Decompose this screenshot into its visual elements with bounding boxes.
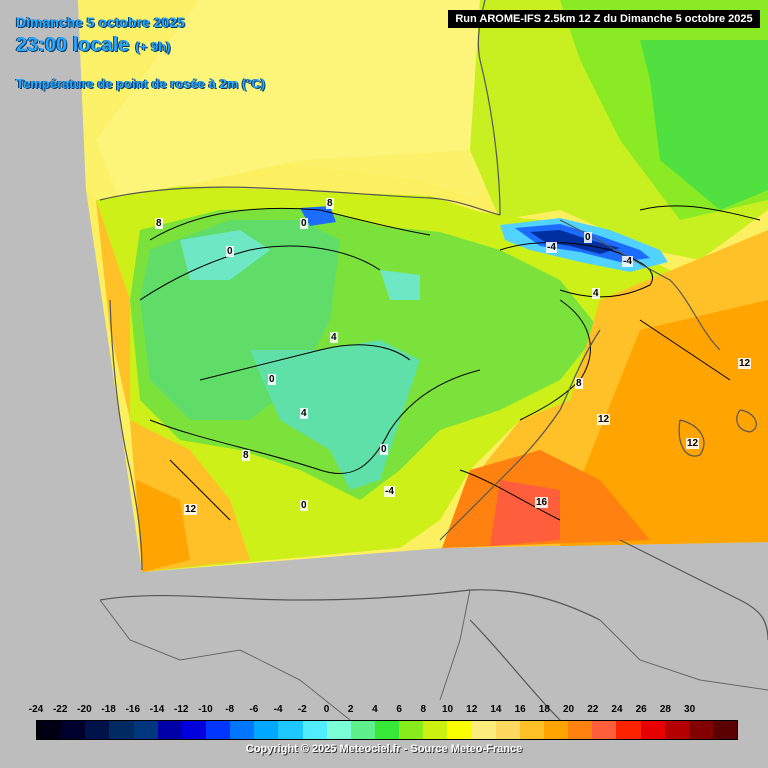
legend-tick-label: -6 xyxy=(249,704,259,715)
legend-tick-label: -12 xyxy=(174,704,189,715)
contour-label: 4 xyxy=(330,332,338,343)
legend-tick-label: -4 xyxy=(273,704,283,715)
legend-colorbar xyxy=(36,720,738,740)
legend-tick-label: 16 xyxy=(514,704,526,715)
legend-swatch xyxy=(640,721,665,739)
contour-label: -4 xyxy=(384,486,395,497)
forecast-date: Dimanche 5 octobre 2025 xyxy=(16,14,185,30)
legend-tick-label: 12 xyxy=(466,704,478,715)
forecast-time: 23:00 locale (+ 9h) xyxy=(16,34,170,57)
legend-swatch xyxy=(350,721,375,739)
contour-label: 0 xyxy=(268,374,276,385)
legend-tick-label: 10 xyxy=(441,704,454,715)
legend-swatch xyxy=(133,721,158,739)
legend-tick-label: -2 xyxy=(297,704,307,715)
legend-tick-label: -22 xyxy=(52,704,68,715)
contour-label: 0 xyxy=(226,246,234,257)
legend-swatch xyxy=(495,721,520,739)
contour-label: 0 xyxy=(300,218,308,229)
legend-tick-label: 0 xyxy=(323,704,330,715)
contour-label: 4 xyxy=(300,408,308,419)
legend-tick-label: 22 xyxy=(587,704,599,715)
contour-label: -4 xyxy=(546,242,557,253)
legend-tick-label: -14 xyxy=(149,704,165,715)
contour-label: 8 xyxy=(575,378,583,389)
legend-tick-label: -24 xyxy=(28,704,44,715)
contour-label: 0 xyxy=(300,500,308,511)
legend-swatch xyxy=(616,721,641,739)
legend-swatch xyxy=(326,721,351,739)
contour-label: 12 xyxy=(686,438,700,449)
legend-tick-label: 4 xyxy=(372,704,378,715)
legend-swatch xyxy=(37,721,62,739)
contour-label: 0 xyxy=(584,232,592,243)
contour-label: 0 xyxy=(380,444,388,455)
legend-tick-label: -16 xyxy=(125,704,141,715)
legend-swatch xyxy=(664,721,689,739)
contour-label: 12 xyxy=(738,358,752,369)
legend-swatch xyxy=(592,721,617,739)
contour-label: 8 xyxy=(326,198,334,209)
contour-label: 8 xyxy=(155,218,163,229)
legend-tick-label: 24 xyxy=(611,704,623,715)
legend-swatch xyxy=(519,721,544,739)
legend-swatch xyxy=(374,721,400,739)
legend-swatch xyxy=(157,721,182,739)
legend-tick-label: 28 xyxy=(659,704,671,715)
legend-swatch xyxy=(85,721,110,739)
run-label: Run AROME-IFS 2.5km 12 Z du Dimanche 5 o… xyxy=(448,10,760,28)
legend-tick-label: -8 xyxy=(225,704,235,715)
legend-tick-label: 2 xyxy=(347,704,354,715)
copyright-text: Copyright © 2025 Meteociel.fr - Source M… xyxy=(245,743,523,755)
legend-tick-label: -18 xyxy=(101,704,116,715)
contour-label: 8 xyxy=(242,450,250,461)
legend-tick-label: 14 xyxy=(490,704,502,715)
legend-tick-label: -20 xyxy=(77,704,92,715)
legend-tick-label: -10 xyxy=(198,704,213,715)
legend-tick-label: 26 xyxy=(635,704,647,715)
legend-swatch xyxy=(447,721,472,739)
legend-swatch xyxy=(471,721,496,739)
legend-swatch xyxy=(181,721,206,739)
legend-tick-label: 8 xyxy=(420,704,427,715)
forecast-time-text: 23:00 locale xyxy=(16,34,130,56)
legend-tick-label: 18 xyxy=(538,704,550,715)
forecast-lead-time: (+ 9h) xyxy=(135,39,171,54)
contour-label: 12 xyxy=(184,504,198,515)
legend-swatch xyxy=(254,721,279,739)
legend-swatch xyxy=(543,721,569,739)
contour-label: -4 xyxy=(622,256,633,267)
legend-swatch xyxy=(61,721,86,739)
legend-swatch xyxy=(423,721,448,739)
legend-tick-label: 20 xyxy=(562,704,575,715)
legend-swatch xyxy=(205,721,231,739)
legend-swatch xyxy=(399,721,424,739)
legend-swatch xyxy=(109,721,134,739)
legend-swatch xyxy=(712,721,738,739)
legend-tick-label: 30 xyxy=(684,704,696,715)
legend-swatch xyxy=(568,721,593,739)
legend-ticks: -24 -22 -20 -18 -16 -14 -12 -10 -8 -6 -4 -2 0 2 4 6 8 10 1… xyxy=(0,704,768,718)
legend-swatch xyxy=(230,721,255,739)
legend-swatch xyxy=(278,721,303,739)
legend-tick-label: 6 xyxy=(396,704,402,715)
contour-label: 12 xyxy=(597,414,611,425)
legend-swatch xyxy=(688,721,713,739)
legend-swatch xyxy=(302,721,327,739)
variable-title: Température de point de rosée à 2m (°C) xyxy=(16,76,266,91)
contour-label: 4 xyxy=(592,288,600,299)
contour-label: 16 xyxy=(535,497,549,508)
